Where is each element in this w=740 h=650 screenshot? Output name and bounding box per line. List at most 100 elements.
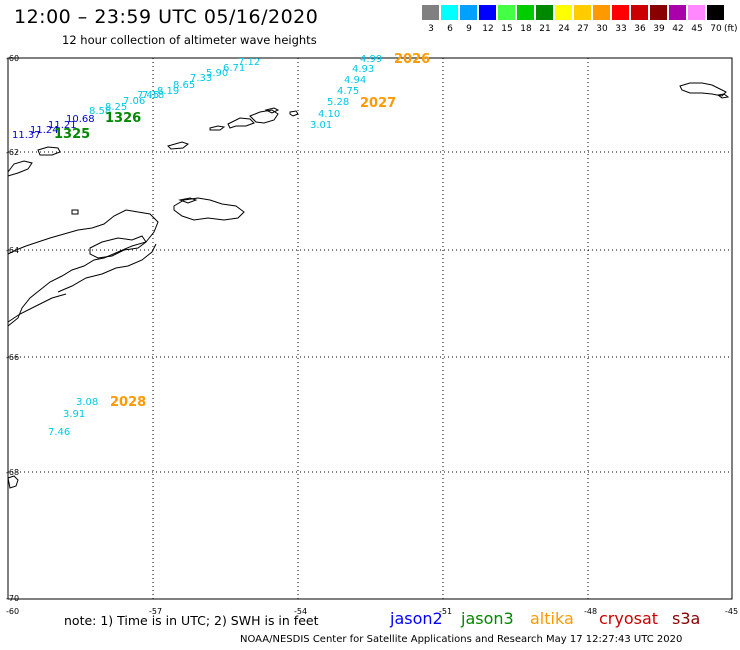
track-labels: 2026 2027 1326 1325 2028 [54,52,430,410]
legend-swatch [479,5,496,20]
legend-swatch [631,5,648,20]
wave-height-value: 11.21 [48,120,77,131]
observation-values: 4.99 4.93 4.94 4.75 5.28 4.10 3.01 7.12 … [12,54,382,438]
lon-label: -60 [6,607,19,616]
wave-height-value: 11.24 [30,125,59,136]
map-title: 12:00 – 23:59 UTC 05/16/2020 [14,6,319,28]
lat-label: -60 [6,54,19,63]
track-label: 2026 [394,52,430,67]
wave-height-value: 8.25 [105,102,127,113]
south-shetland-island [249,109,279,124]
footer-note: note: 1) Time is in UTC; 2) SWH is in fe… [64,613,319,628]
legend-swatch [707,5,724,20]
legend-swatch [536,5,553,20]
wave-height-value: 4.99 [360,54,382,65]
joinville-island [7,160,33,177]
wave-height-value: 7.45 [137,90,159,101]
satellite-altika: altika [530,609,574,628]
lon-label: -54 [294,607,307,616]
lon-label: -57 [149,607,162,616]
legend-label: 36 [634,24,646,34]
credit-line: NOAA/NESDIS Center for Satellite Applica… [240,634,683,645]
lon-label: -48 [584,607,597,616]
legend-label: 45 [691,24,703,34]
lon-gridlines [152,58,589,599]
islet [71,209,79,215]
elephant-island [37,146,61,156]
peninsula-coast-east [57,243,157,293]
legend-swatch [650,5,667,20]
wave-height-value: 8.65 [173,80,195,91]
track-label: 1325 [54,127,90,142]
antarctic-peninsula [7,209,159,327]
legend-swatch [441,5,458,20]
track-label: 2028 [110,395,146,410]
wave-height-value: 8.58 [89,106,111,117]
legend-swatch [517,5,534,20]
south-shetland-island [264,107,280,114]
lat-label: -62 [6,148,19,157]
legend-label: 6 [447,24,453,34]
wave-height-value: 10.68 [66,114,95,125]
lat-label: -66 [6,353,19,362]
satellite-s3a: s3a [672,609,701,628]
wave-height-value: 8.19 [157,86,179,97]
legend-swatch [593,5,610,20]
map-subtitle: 12 hour collection of altimeter wave hei… [62,33,317,47]
map-frame [7,57,733,600]
legend-swatch [574,5,591,20]
wave-height-value: 7.46 [48,427,70,438]
south-orkney-islands [716,93,730,99]
lat-label: -70 [6,594,19,603]
legend-swatch [460,5,477,20]
lat-label: -68 [6,468,19,477]
legend-label: 39 [653,24,665,34]
track-label: 1326 [105,111,141,126]
legend-label: 9 [466,24,472,34]
satellite-jason3: jason3 [461,609,514,628]
ice-shelf-island [173,197,245,221]
legend-label: 3 [428,24,434,34]
legend-label: 33 [615,24,627,34]
wave-height-value: 5.90 [206,68,228,79]
wave-height-value: 4.93 [352,64,374,75]
south-shetland-island [209,125,226,131]
track-label: 2027 [360,96,396,111]
satellite-cryosat: cryosat [599,609,659,628]
wave-height-value: 4.75 [337,86,359,97]
james-ross-island [89,235,147,259]
wave-height-value: 5.28 [327,97,349,108]
legend-label: 27 [577,24,589,34]
legend-label: 18 [520,24,532,34]
wave-height-value: 11.37 [12,130,41,141]
legend-label: 70 [710,24,722,34]
coastlines [7,82,730,489]
wave-height-value: 7.33 [190,73,212,84]
legend-label: 24 [558,24,570,34]
legend-label: 30 [596,24,608,34]
lon-label: -45 [725,607,738,616]
lon-label: -51 [439,607,452,616]
legend-label: 15 [501,24,513,34]
lat-label: -64 [6,246,19,255]
larsen-coast [7,293,67,323]
legend-label: 12 [482,24,494,34]
legend-swatch [688,5,705,20]
satellite-jason2: jason2 [390,609,443,628]
coast-south-islet [7,475,19,489]
wave-height-value: 7.06 [123,96,145,107]
legend-swatch [612,5,629,20]
ice-shelf-island [178,197,198,204]
wave-height-value: 3.91 [63,409,85,420]
wave-height-value: 6.71 [223,63,245,74]
legend-label: 42 [672,24,684,34]
south-shetland-island [227,117,255,129]
lat-gridlines [8,151,732,473]
south-shetland-island [167,141,190,150]
wave-height-value: 4.94 [344,75,366,86]
wave-height-value: 7.18 [142,90,164,101]
wave-height-value: 7.12 [238,57,260,68]
south-orkney-islands [679,82,727,97]
wave-height-value: 4.10 [318,109,340,120]
